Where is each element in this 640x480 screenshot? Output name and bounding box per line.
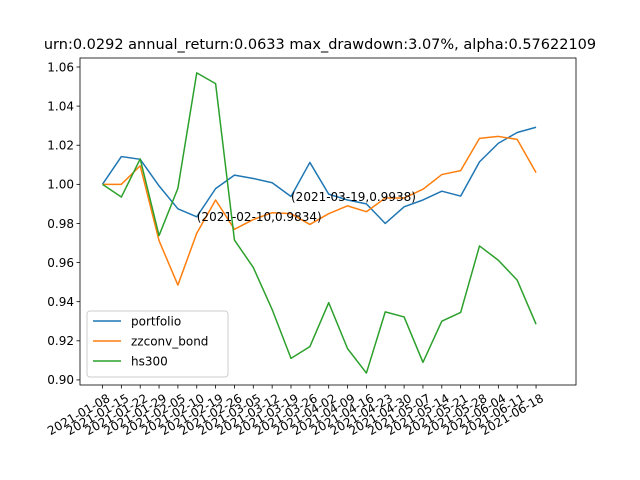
y-tick-label: 0.96 xyxy=(47,256,74,270)
legend-label: zzconv_bond xyxy=(131,334,208,348)
axes-frame xyxy=(79,57,577,386)
y-tick-label: 1.04 xyxy=(47,99,74,113)
y-tick-label: 0.94 xyxy=(47,295,74,309)
series-line-zzconv_bond xyxy=(102,135,537,286)
legend-label: hs300 xyxy=(131,354,168,368)
legend-box xyxy=(86,310,229,378)
y-tick-label: 0.92 xyxy=(47,334,74,348)
legend-label: portfolio xyxy=(131,314,181,328)
series-line-portfolio xyxy=(101,126,537,225)
y-tick-label: 0.98 xyxy=(47,217,74,231)
series-line-hs300 xyxy=(102,72,537,374)
y-tick-label: 0.90 xyxy=(47,373,74,387)
point-annotation: (2021-02-10,0.9834) xyxy=(197,210,322,224)
point-annotation: (2021-03-19,0.9938) xyxy=(291,190,416,204)
chart-title: urn:0.0292 annual_return:0.0633 max_draw… xyxy=(44,37,596,53)
y-tick-label: 1.02 xyxy=(47,139,74,153)
y-tick-label: 1.00 xyxy=(47,178,74,192)
y-tick-label: 1.06 xyxy=(47,60,74,74)
